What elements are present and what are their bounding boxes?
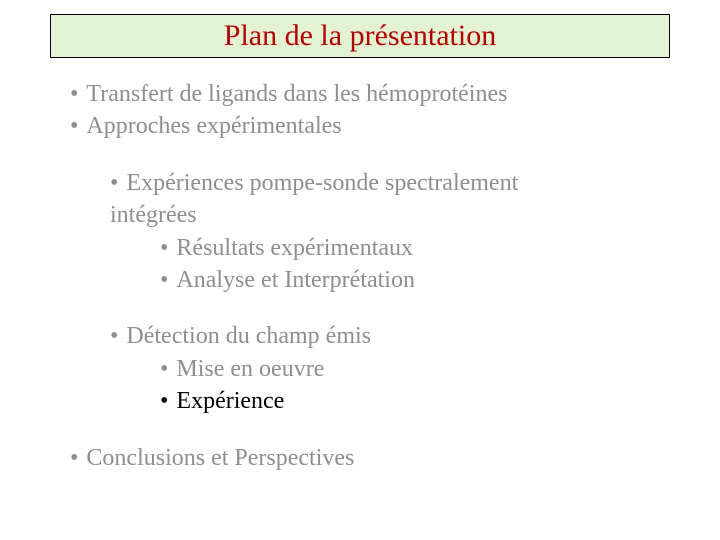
title-box: Plan de la présentation [50,14,670,58]
bullet-text: Résultats expérimentaux [176,232,413,264]
bullet-marker: • [160,385,168,417]
bullet-text: Conclusions et Perspectives [86,442,354,474]
bullet-lvl1: • Transfert de ligands dans les hémoprot… [70,78,670,110]
bullet-text: Approches expérimentales [86,110,341,142]
bullet-marker: • [160,264,168,296]
bullet-marker: • [160,232,168,264]
bullet-text: Expérience [176,385,284,417]
bullet-text-wrap: intégrées [110,199,670,231]
bullet-marker: • [160,353,168,385]
bullet-lvl3: • Mise en oeuvre [160,353,670,385]
bullet-lvl1: • Approches expérimentales [70,110,670,142]
bullet-lvl3: • Résultats expérimentaux [160,232,670,264]
bullet-lvl3-active: • Expérience [160,385,670,417]
bullet-text: Détection du champ émis [126,320,371,352]
bullet-lvl1: • Conclusions et Perspectives [70,442,670,474]
outline-content: • Transfert de ligands dans les hémoprot… [70,78,670,474]
page-title: Plan de la présentation [224,19,496,53]
bullet-lvl2: • Expériences pompe-sonde spectralement … [110,167,670,232]
bullet-marker: • [70,442,78,474]
bullet-text: Transfert de ligands dans les hémoprotéi… [86,78,507,110]
bullet-text: Analyse et Interprétation [176,264,415,296]
bullet-marker: • [110,320,118,352]
bullet-marker: • [70,78,78,110]
bullet-text: Mise en oeuvre [176,353,324,385]
bullet-marker: • [70,110,78,142]
bullet-lvl2: • Détection du champ émis [110,320,670,352]
bullet-lvl3: • Analyse et Interprétation [160,264,670,296]
bullet-marker: • [110,167,118,199]
bullet-text: Expériences pompe-sonde spectralement [126,167,518,199]
